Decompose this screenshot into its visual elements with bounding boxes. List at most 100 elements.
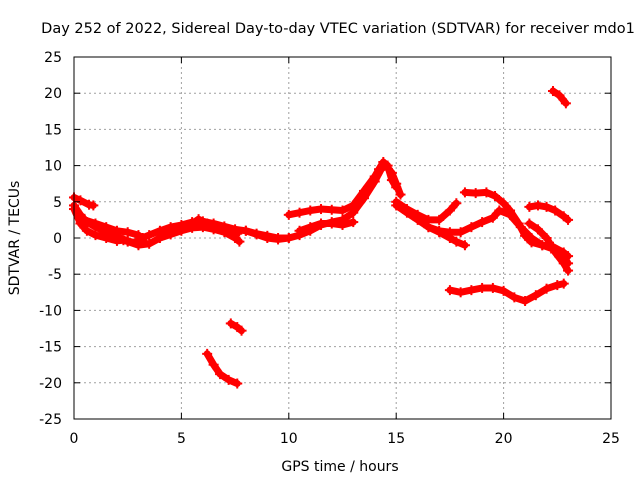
- data-point: [144, 230, 155, 241]
- data-point: [283, 209, 294, 220]
- data-point: [466, 222, 477, 233]
- data-point: [101, 225, 112, 236]
- data-point: [111, 233, 122, 243]
- data-point: [526, 237, 537, 248]
- data-point: [451, 236, 462, 247]
- data-point: [451, 198, 462, 209]
- data-point: [563, 251, 574, 262]
- data-point: [348, 217, 359, 228]
- data-point: [144, 238, 155, 249]
- data-point: [305, 222, 316, 233]
- data-point: [481, 187, 492, 198]
- data-point: [326, 218, 337, 229]
- data-point: [202, 218, 213, 229]
- data-point: [75, 195, 86, 206]
- data-point: [223, 374, 234, 385]
- data-point: [505, 205, 516, 216]
- y-tick-label: 25: [44, 50, 62, 66]
- data-point: [552, 280, 563, 291]
- data-point: [122, 236, 133, 247]
- data-point: [215, 369, 226, 380]
- data-point: [240, 225, 251, 236]
- data-point: [532, 200, 543, 211]
- data-point: [444, 205, 455, 216]
- y-tick-label: 15: [44, 122, 62, 138]
- data-point: [187, 218, 198, 229]
- data-point: [537, 240, 548, 251]
- y-tick-label: 5: [53, 195, 62, 211]
- data-point: [81, 225, 92, 236]
- data-point: [133, 234, 144, 245]
- x-tick-label: 5: [177, 431, 186, 447]
- data-point: [232, 228, 243, 239]
- data-point: [273, 233, 284, 243]
- data-point: [444, 233, 455, 243]
- data-point: [337, 205, 348, 216]
- data-point: [541, 233, 552, 243]
- y-axis-label: SDTVAR / TECUs: [7, 181, 23, 296]
- data-point: [358, 185, 369, 196]
- data-point: [494, 205, 505, 216]
- data-point: [490, 191, 501, 202]
- data-point: [412, 214, 423, 225]
- x-tick-label: 0: [70, 431, 79, 447]
- data-point: [541, 201, 552, 212]
- data-point: [316, 218, 327, 229]
- y-tick-label: -25: [39, 412, 62, 428]
- data-point: [79, 214, 90, 225]
- data-point: [369, 171, 380, 182]
- data-point: [554, 90, 565, 101]
- data-point: [455, 227, 466, 238]
- axis-ticks: 0 5 10 15 20 25 25 20 15 10 5 0 -5 -10 -15 -20 -25: [39, 50, 620, 447]
- data-point: [560, 98, 571, 109]
- data-point: [154, 229, 165, 240]
- data-point: [193, 214, 204, 225]
- data-point: [294, 225, 305, 236]
- data-point: [459, 187, 470, 198]
- x-tick-label: 25: [602, 431, 620, 447]
- data-point: [176, 222, 187, 233]
- data-point: [219, 224, 230, 235]
- data-point: [88, 200, 99, 211]
- x-tick-label: 20: [495, 431, 513, 447]
- data-point: [520, 295, 531, 306]
- data-point: [234, 236, 245, 247]
- data-point: [520, 230, 531, 241]
- data-point: [477, 282, 488, 293]
- data-point: [251, 228, 262, 239]
- data-point: [563, 265, 574, 276]
- data-point: [391, 182, 402, 193]
- x-tick-label: 10: [280, 431, 298, 447]
- data-point: [550, 247, 561, 258]
- data-point: [466, 285, 477, 296]
- x-axis-label: GPS time / hours: [281, 459, 398, 475]
- data-point: [305, 205, 316, 216]
- y-tick-label: 10: [44, 159, 62, 175]
- data-point: [434, 214, 445, 225]
- data-point: [326, 204, 337, 215]
- data-point: [509, 292, 520, 303]
- data-point: [374, 164, 385, 175]
- data-point: [541, 283, 552, 294]
- data-point: [563, 214, 574, 225]
- data-point: [434, 227, 445, 238]
- data-point: [532, 224, 543, 235]
- data-point: [558, 278, 569, 289]
- data-point: [232, 378, 243, 389]
- data-point: [283, 233, 294, 243]
- data-point: [210, 222, 221, 233]
- data-series: [69, 86, 574, 389]
- data-point: [455, 287, 466, 298]
- y-tick-label: 0: [53, 231, 62, 247]
- data-point: [165, 225, 176, 236]
- data-point: [316, 204, 327, 215]
- data-point: [530, 290, 541, 301]
- data-point: [90, 230, 101, 241]
- data-point: [236, 325, 247, 336]
- data-point: [386, 175, 397, 186]
- data-point: [202, 348, 213, 359]
- data-point: [122, 227, 133, 238]
- data-point: [498, 285, 509, 296]
- data-point: [470, 188, 481, 199]
